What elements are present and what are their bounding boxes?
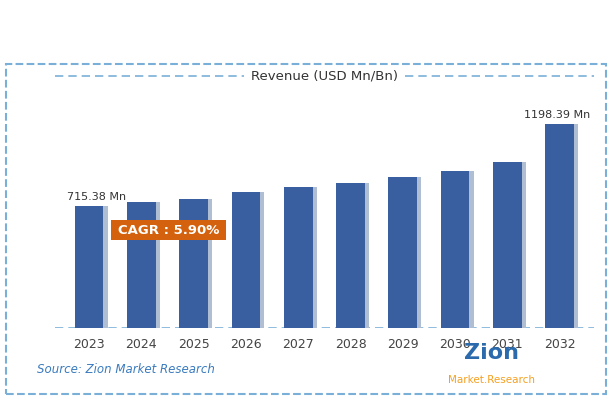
FancyBboxPatch shape [111,220,226,240]
Bar [288,187,317,328]
Bar [236,192,264,328]
Text: Zion: Zion [464,343,519,363]
Bar [493,162,522,328]
Bar [231,192,260,328]
Text: Source: Zion Market Research: Source: Zion Market Research [37,363,215,376]
Text: CAGR : 5.90%: CAGR : 5.90% [118,224,219,237]
Bar [127,202,155,328]
Bar [392,177,421,328]
Bar [79,206,108,328]
Bar [550,123,578,328]
Text: 1198.39 Mn: 1198.39 Mn [524,110,590,120]
Text: Global Lab Automation Market,: Global Lab Automation Market, [0,19,304,38]
Bar [179,198,208,328]
Bar [336,183,365,328]
Text: Market.Research: Market.Research [448,375,535,385]
Bar [131,202,160,328]
Bar [284,187,313,328]
Bar [445,171,474,328]
Text: 715.38 Mn: 715.38 Mn [67,193,126,202]
Bar [497,162,526,328]
Bar [340,183,369,328]
Bar [441,171,469,328]
Bar [184,198,212,328]
Text: 2024-2032 (USD Million): 2024-2032 (USD Million) [308,19,543,38]
Bar [545,123,574,328]
Bar [389,177,417,328]
Bar [75,206,103,328]
Text: Revenue (USD Mn/Bn): Revenue (USD Mn/Bn) [251,70,398,83]
